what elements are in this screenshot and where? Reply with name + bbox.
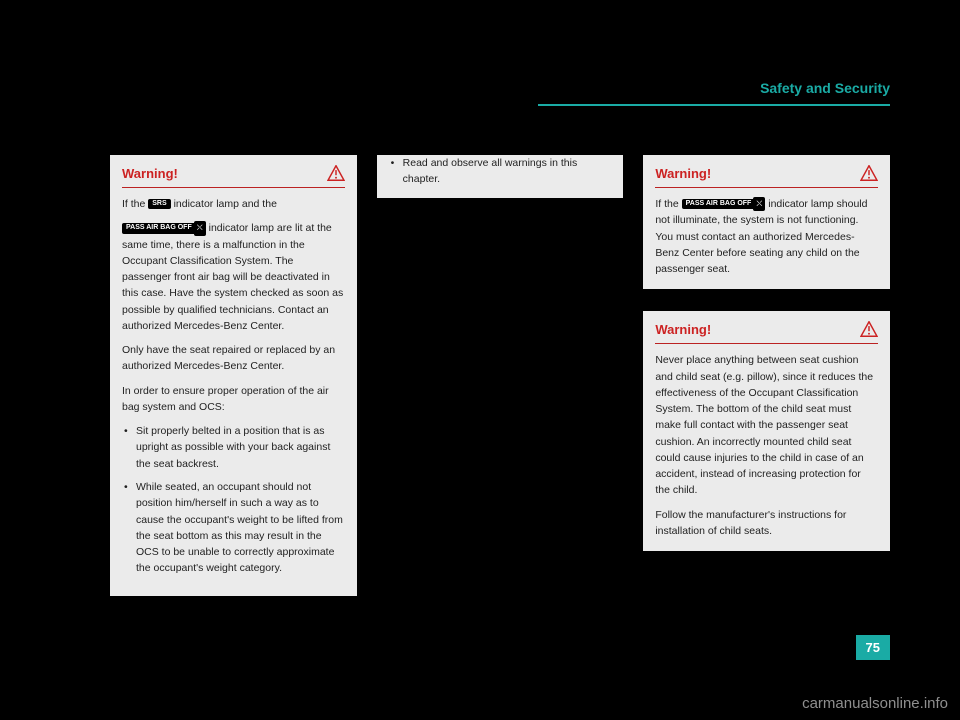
text: If the <box>122 198 148 210</box>
list-item: While seated, an occupant should not pos… <box>122 479 345 577</box>
child-seat-icon: ⛌ <box>194 221 206 235</box>
warning-body: If the SRS indicator lamp and the PASS A… <box>122 196 345 577</box>
warning-paragraph: Follow the manufacturer's instructions f… <box>655 507 878 540</box>
warning-paragraph: Never place anything between seat cushio… <box>655 352 878 498</box>
pass-airbag-off-badge: PASS AIR BAG OFF <box>122 223 196 233</box>
list-item: Read and observe all warnings in this ch… <box>389 155 612 188</box>
warning-title: Warning! <box>655 322 711 337</box>
text: indicator lamp are lit at the same time,… <box>122 222 343 332</box>
header: Safety and Security <box>538 80 890 106</box>
pass-airbag-off-badge: PASS AIR BAG OFF <box>682 199 756 209</box>
column-2: Read and observe all warnings in this ch… <box>377 155 624 618</box>
header-title: Safety and Security <box>538 80 890 96</box>
child-seat-icon: ⛌ <box>753 197 765 211</box>
warning-box-3: Warning! Never place anything between se… <box>643 311 890 551</box>
warning-title: Warning! <box>655 166 711 181</box>
warning-body: If the PASS AIR BAG OFF⛌ indicator lamp … <box>655 196 878 277</box>
text: If the <box>655 198 681 210</box>
text: indicator lamp and the <box>171 198 277 210</box>
warning-box-2: Warning! If the PASS AIR BAG OFF⛌ indica… <box>643 155 890 289</box>
warning-list-continuation: Read and observe all warnings in this ch… <box>377 155 624 198</box>
warning-paragraph: If the PASS AIR BAG OFF⛌ indicator lamp … <box>655 196 878 277</box>
warning-box-1: Warning! If the SRS indicator lamp and t… <box>110 155 357 596</box>
srs-badge: SRS <box>148 199 170 209</box>
warning-list: Sit properly belted in a position that i… <box>122 423 345 576</box>
column-3: Warning! If the PASS AIR BAG OFF⛌ indica… <box>643 155 890 618</box>
column-1: Warning! If the SRS indicator lamp and t… <box>110 155 357 618</box>
warning-header: Warning! <box>655 321 878 344</box>
page-number: 75 <box>856 635 890 660</box>
warning-paragraph: Only have the seat repaired or replaced … <box>122 342 345 375</box>
warning-triangle-icon <box>860 321 878 337</box>
warning-triangle-icon <box>327 165 345 181</box>
warning-paragraph: If the SRS indicator lamp and the <box>122 196 345 212</box>
warning-triangle-icon <box>860 165 878 181</box>
watermark: carmanualsonline.info <box>802 695 948 712</box>
list-item: Sit properly belted in a position that i… <box>122 423 345 472</box>
warning-body: Never place anything between seat cushio… <box>655 352 878 539</box>
warning-header: Warning! <box>122 165 345 188</box>
content-columns: Warning! If the SRS indicator lamp and t… <box>110 155 890 618</box>
warning-paragraph: In order to ensure proper operation of t… <box>122 383 345 416</box>
warning-title: Warning! <box>122 166 178 181</box>
warning-header: Warning! <box>655 165 878 188</box>
warning-paragraph: PASS AIR BAG OFF⛌ indicator lamp are lit… <box>122 220 345 334</box>
